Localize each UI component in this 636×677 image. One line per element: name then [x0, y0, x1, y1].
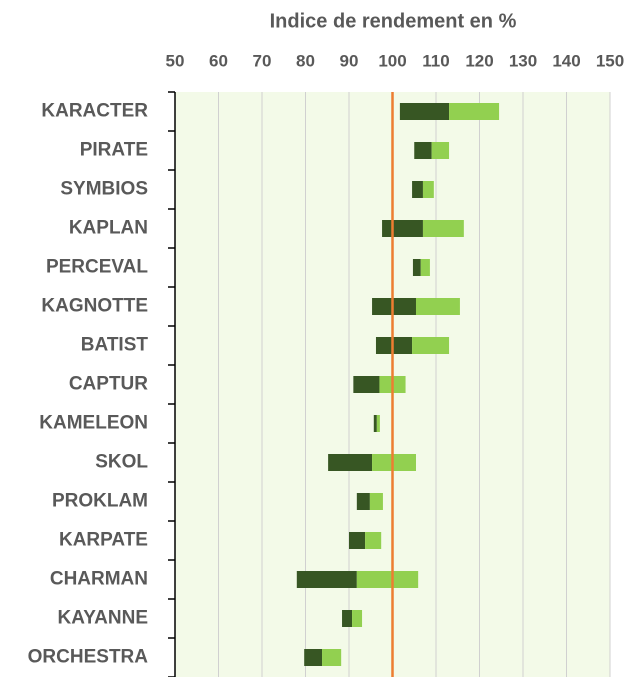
bar-lower: [296, 571, 357, 588]
bar-upper: [365, 532, 382, 549]
y-tick-label: PERCEVAL: [46, 257, 148, 278]
bar-upper: [412, 337, 450, 354]
bar-lower: [356, 493, 370, 510]
y-tick-label: SYMBIOS: [60, 179, 148, 200]
y-tick-label: SKOL: [95, 452, 148, 473]
bar-lower: [342, 610, 353, 627]
bar-upper: [420, 259, 430, 276]
y-tick-label: KAPLAN: [69, 218, 148, 239]
bar-lower: [349, 532, 366, 549]
x-tick-label: 120: [465, 51, 493, 70]
y-tick-label: ORCHESTRA: [28, 647, 149, 668]
y-tick-label: PROKLAM: [52, 491, 148, 512]
y-tick-label: KAMELEON: [39, 413, 148, 434]
bar-upper: [352, 610, 363, 627]
x-tick-label: 50: [166, 51, 185, 70]
bar-upper: [415, 298, 460, 315]
x-tick-label: 80: [296, 51, 315, 70]
bar-lower: [382, 220, 423, 237]
x-tick-label: 90: [340, 51, 359, 70]
x-tick-label: 60: [209, 51, 228, 70]
bar-lower: [375, 337, 413, 354]
bar-lower: [414, 142, 432, 159]
bar-lower: [372, 298, 416, 315]
bar-upper: [356, 571, 419, 588]
y-tick-label: KARACTER: [41, 101, 148, 122]
bar-lower: [304, 649, 323, 666]
bar-upper: [449, 103, 500, 120]
x-tick-label: 150: [596, 51, 624, 70]
y-tick-label: KAYANNE: [58, 608, 148, 629]
bar-lower: [373, 415, 377, 432]
x-tick-label: 70: [253, 51, 272, 70]
bar-upper: [376, 415, 380, 432]
y-tick-label: KAGNOTTE: [41, 296, 148, 317]
x-tick-label: 100: [378, 51, 406, 70]
bar-upper: [422, 181, 434, 198]
bar-upper: [322, 649, 342, 666]
y-tick-label: BATIST: [81, 335, 149, 356]
bar-lower: [353, 376, 380, 393]
bar-lower: [412, 259, 421, 276]
x-tick-label: 140: [552, 51, 580, 70]
bar-upper: [369, 493, 383, 510]
bar-lower: [412, 181, 423, 198]
x-tick-label: 130: [509, 51, 537, 70]
bar-lower: [399, 103, 450, 120]
axis-title: Indice de rendement en %: [270, 10, 517, 32]
bar-upper: [431, 142, 450, 159]
bar-upper: [372, 454, 416, 471]
y-tick-label: PIRATE: [80, 140, 148, 161]
y-tick-label: KARPATE: [59, 530, 148, 551]
x-tick-label: 110: [422, 51, 449, 70]
y-tick-label: CAPTUR: [69, 374, 148, 395]
bar-upper: [422, 220, 464, 237]
bar-lower: [328, 454, 373, 471]
y-tick-label: CHARMAN: [50, 569, 148, 590]
